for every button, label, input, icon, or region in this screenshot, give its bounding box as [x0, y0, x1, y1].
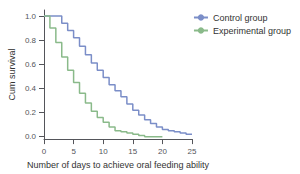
svg-text:15: 15 — [128, 147, 137, 156]
svg-text:1.0: 1.0 — [25, 12, 37, 21]
svg-text:0.2: 0.2 — [25, 108, 37, 117]
svg-text:Experimental group: Experimental group — [213, 26, 291, 36]
svg-text:Control group: Control group — [213, 13, 268, 23]
svg-text:25: 25 — [188, 147, 197, 156]
svg-text:0: 0 — [42, 147, 47, 156]
svg-text:5: 5 — [71, 147, 76, 156]
svg-text:0.8: 0.8 — [25, 36, 37, 45]
svg-text:0.0: 0.0 — [25, 132, 37, 141]
svg-text:Cum survival: Cum survival — [7, 49, 17, 101]
svg-text:20: 20 — [158, 147, 167, 156]
svg-text:Number of days to achieve oral: Number of days to achieve oral feeding a… — [27, 160, 210, 170]
svg-text:0.4: 0.4 — [25, 84, 37, 93]
svg-text:10: 10 — [99, 147, 108, 156]
svg-text:0.6: 0.6 — [25, 60, 37, 69]
